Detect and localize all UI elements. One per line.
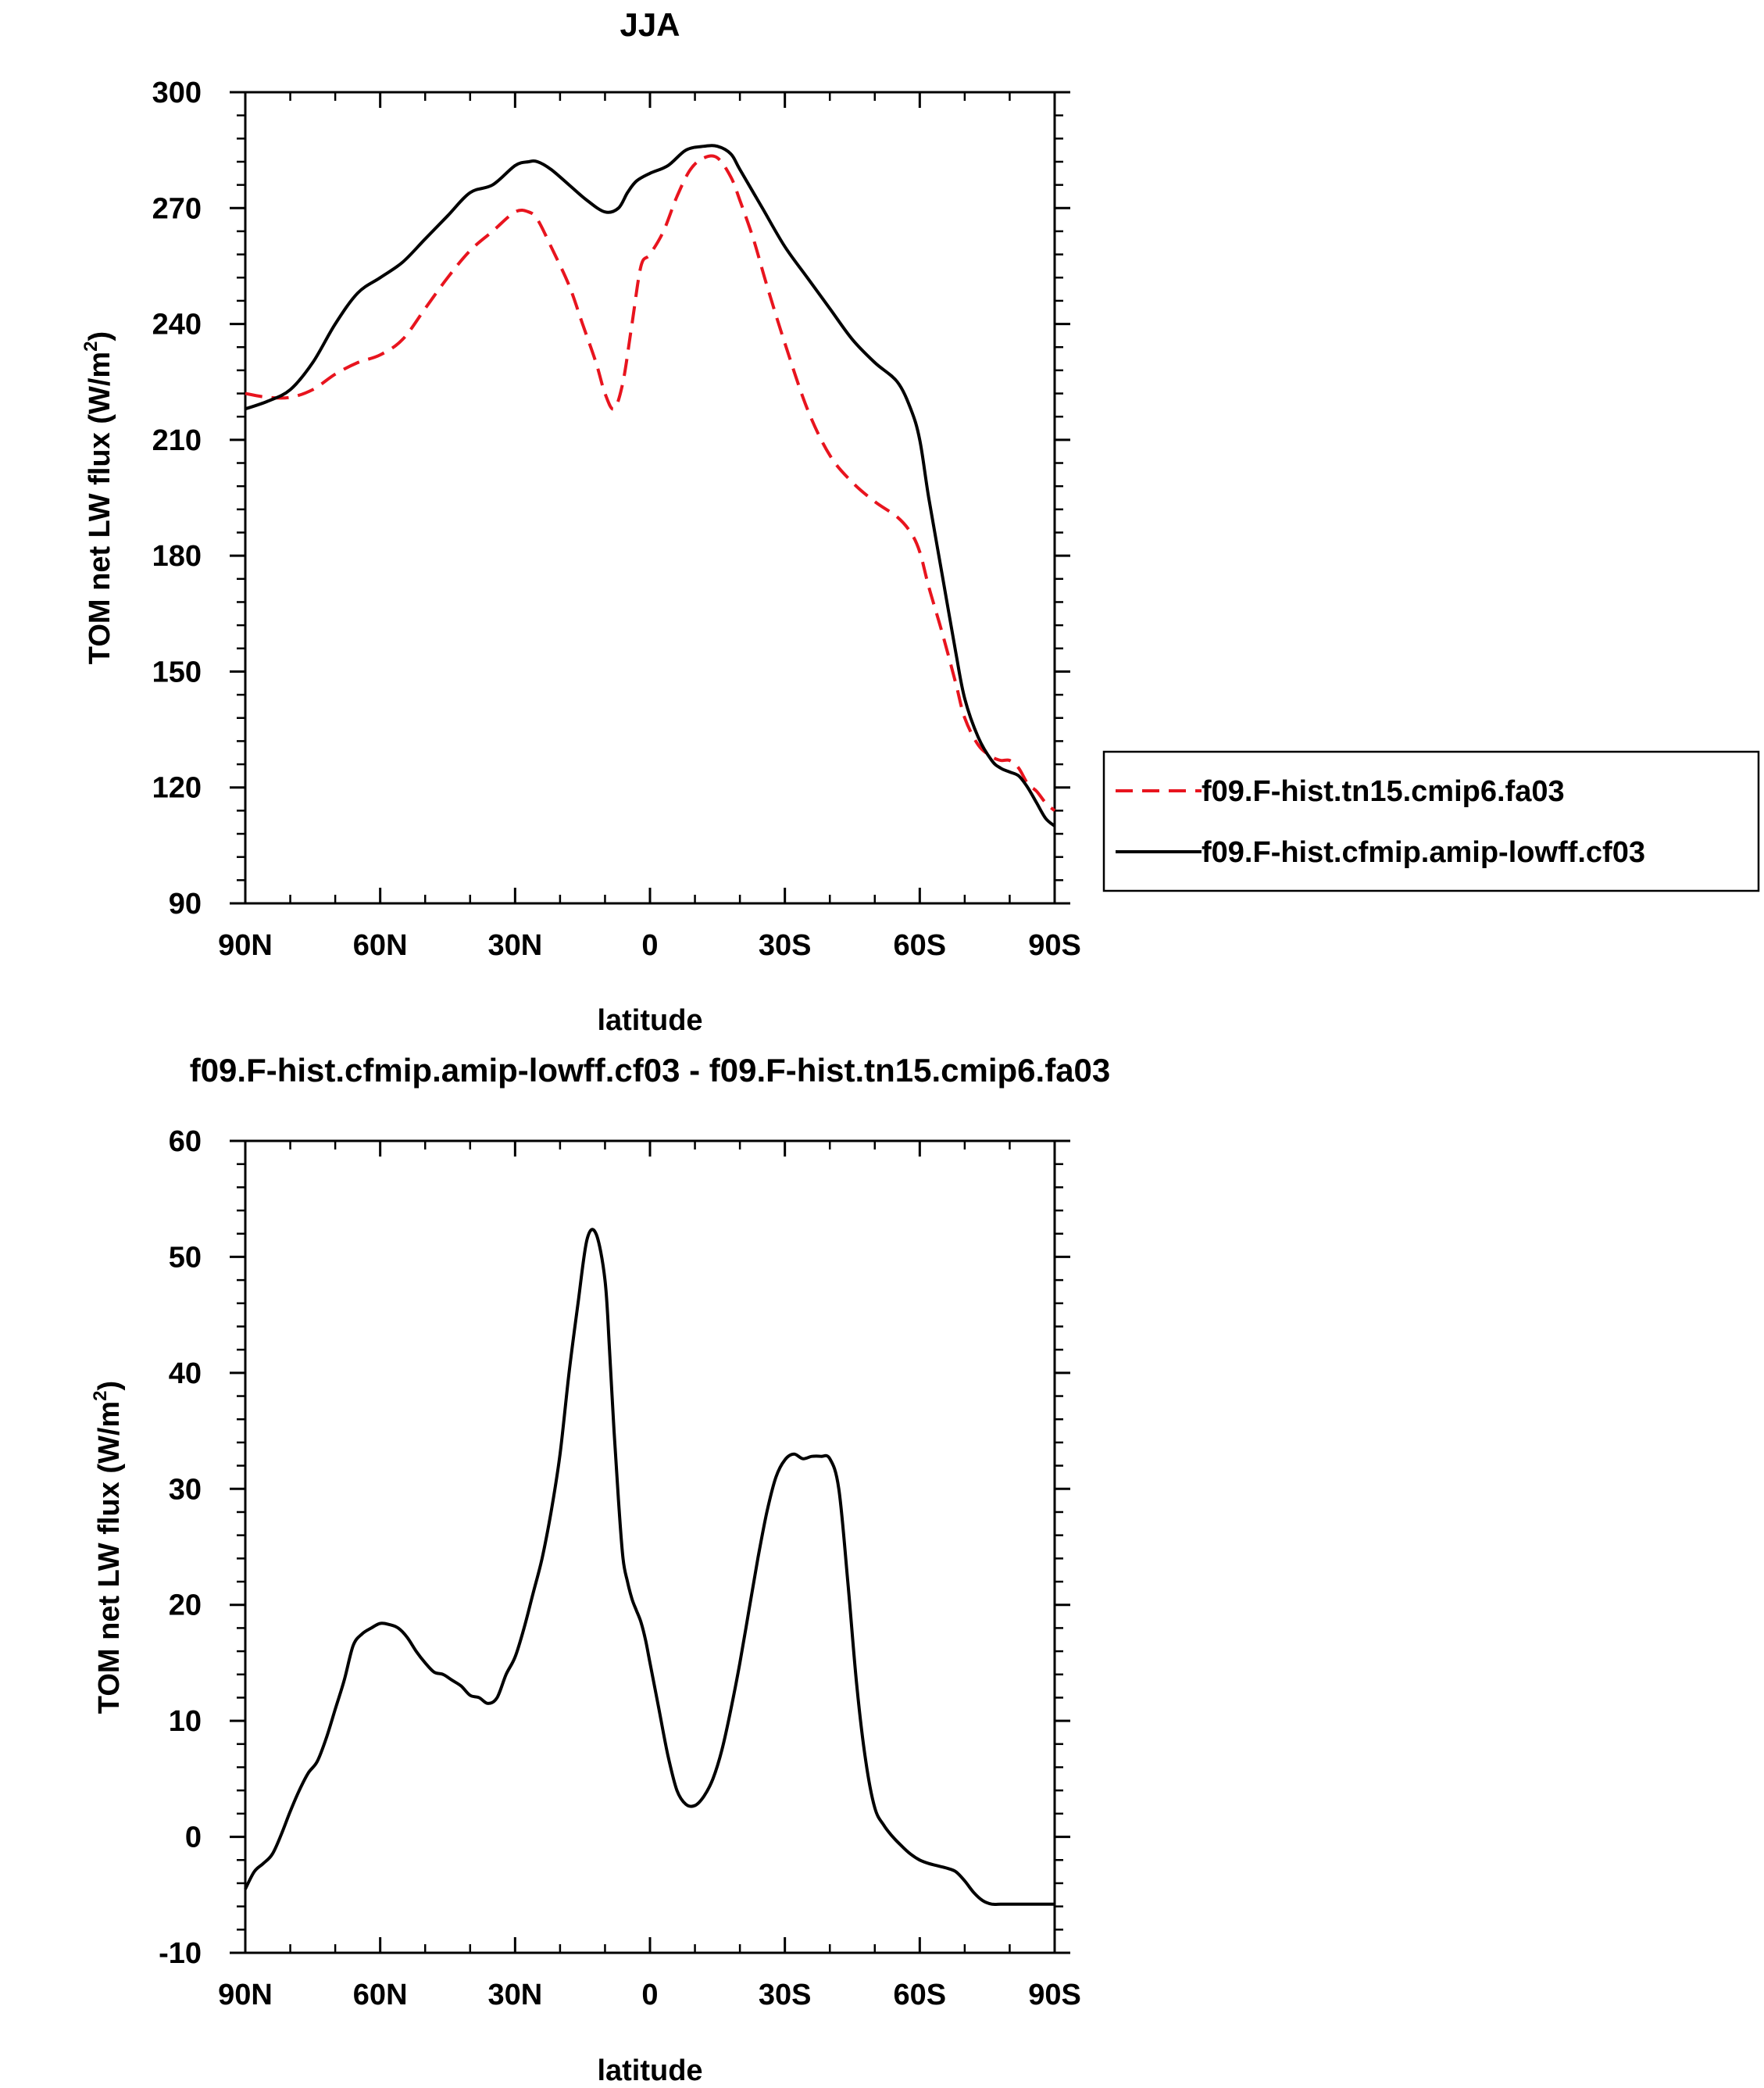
top-series-line-1 xyxy=(245,154,1056,812)
top-x-tick-label: 90N xyxy=(218,929,273,962)
bottom-x-tick-label: 30N xyxy=(487,1979,542,2011)
top-chart-title: JJA xyxy=(620,6,680,43)
bottom-x-tick-label: 90S xyxy=(1028,1979,1081,2011)
top-y-tick-label: 180 xyxy=(152,540,202,573)
top-x-tick-label: 60N xyxy=(353,929,408,962)
bottom-series-line-1 xyxy=(244,1228,1055,1907)
top-y-tick-label: 120 xyxy=(152,772,202,805)
top-y-axis-label-sup: 2 xyxy=(80,341,102,351)
top-series-layer xyxy=(245,144,1056,828)
bottom-x-tick-label: 60N xyxy=(353,1979,408,2011)
top-y-tick-label: 210 xyxy=(152,424,202,457)
top-y-tick-label: 240 xyxy=(152,309,202,341)
top-x-tick-label: 0 xyxy=(641,929,658,962)
bottom-series-layer xyxy=(244,1228,1055,1907)
bottom-y-axis-label: TOM net LW flux (W/m2) xyxy=(90,1381,126,1714)
top-x-tick-label: 30S xyxy=(759,929,812,962)
top-axis-ticks: 90N 60N 30N 0 30S 60S 90S 90 120 150 180 210 240 270 3… xyxy=(152,77,1081,962)
top-plot-frame xyxy=(244,91,1056,905)
legend-label-series-1: f09.F-hist.tn15.cmip6.fa03 xyxy=(1202,775,1565,808)
bottom-y-axis-label-sup: 2 xyxy=(90,1390,111,1400)
top-x-tick-label: 90S xyxy=(1028,929,1081,962)
bottom-panel: f09.F-hist.cfmip.amip-lowff.cf03 - f09.F… xyxy=(90,1052,1110,2087)
bottom-x-tick-label: 60S xyxy=(894,1979,947,2011)
top-x-tick-label: 30N xyxy=(487,929,542,962)
top-y-axis-label-close: ) xyxy=(84,331,116,341)
top-series-line-2 xyxy=(245,144,1056,828)
top-y-axis-label: TOM net LW flux (W/m2) xyxy=(80,331,116,664)
bottom-y-tick-label: 40 xyxy=(169,1357,202,1390)
top-x-tick-label: 60S xyxy=(894,929,947,962)
legend-label-series-2: f09.F-hist.cfmip.amip-lowff.cf03 xyxy=(1202,836,1645,869)
top-x-axis-label: latitude xyxy=(597,1004,702,1037)
bottom-y-axis-label-close: ) xyxy=(93,1381,126,1391)
bottom-x-tick-label: 0 xyxy=(641,1979,658,2011)
top-panel: JJA 90N 60N 30N 0 30S 60S 90S 90 120 150 180 210 240… xyxy=(80,6,1081,1037)
bottom-x-tick-label: 30S xyxy=(759,1979,812,2011)
bottom-y-tick-label: 10 xyxy=(169,1705,202,1738)
top-y-tick-label: 300 xyxy=(152,77,202,109)
top-y-tick-label: 150 xyxy=(152,656,202,688)
bottom-y-tick-label: 20 xyxy=(169,1589,202,1622)
bottom-axis-ticks: 90N 60N 30N 0 30S 60S 90S -10 0 10 20 30 40 50 60 xyxy=(159,1125,1081,2011)
bottom-y-axis-label-main: TOM net LW flux (W/m xyxy=(93,1401,126,1714)
top-y-tick-label: 90 xyxy=(169,888,202,921)
bottom-y-tick-label: -10 xyxy=(159,1937,202,1970)
top-y-axis-label-main: TOM net LW flux (W/m xyxy=(84,352,116,664)
bottom-y-tick-label: 60 xyxy=(169,1125,202,1158)
bottom-chart-title: f09.F-hist.cfmip.amip-lowff.cf03 - f09.F… xyxy=(190,1052,1111,1089)
legend-box xyxy=(1102,750,1760,892)
top-y-tick-label: 270 xyxy=(152,192,202,225)
bottom-y-tick-label: 0 xyxy=(185,1822,202,1854)
bottom-y-tick-label: 30 xyxy=(169,1473,202,1506)
bottom-x-tick-label: 90N xyxy=(218,1979,273,2011)
bottom-y-tick-label: 50 xyxy=(169,1241,202,1274)
bottom-plot-frame xyxy=(244,1139,1056,1954)
bottom-x-axis-label: latitude xyxy=(597,2054,702,2087)
legend: f09.F-hist.tn15.cmip6.fa03 f09.F-hist.cf… xyxy=(1102,750,1760,892)
